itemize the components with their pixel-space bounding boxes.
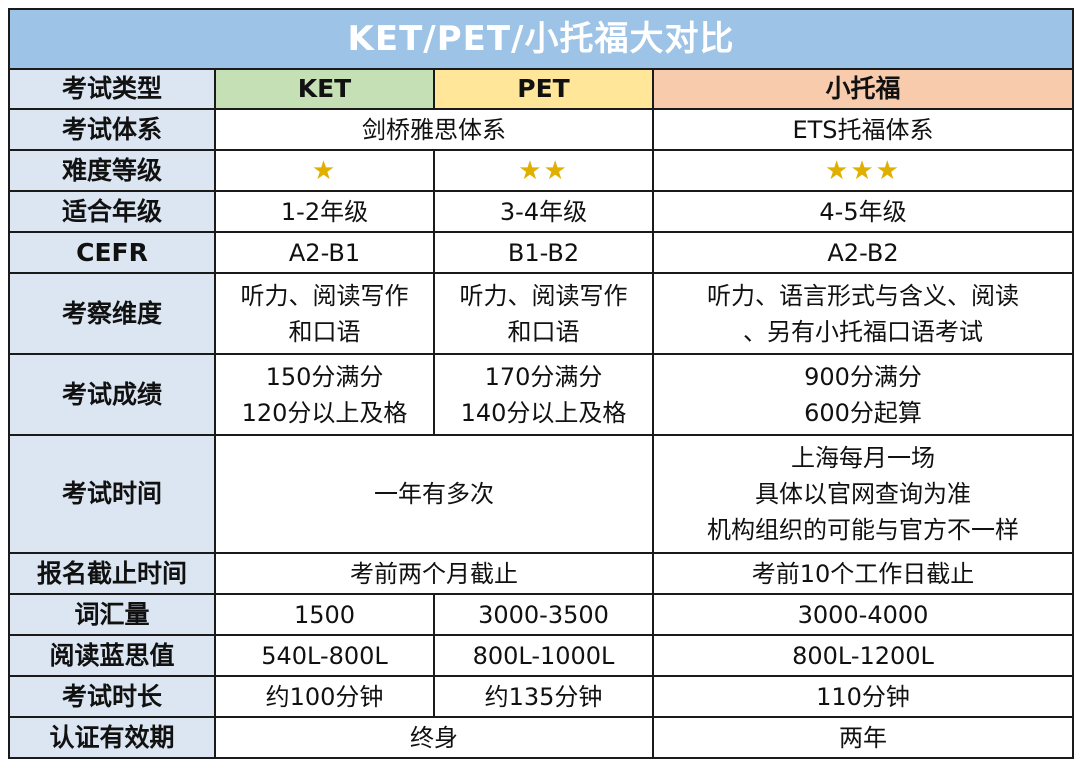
row-label: 报名截止时间 [8,552,216,595]
cell-line: 900分满分 [804,362,922,391]
cell-toefl: ETS托福体系 [652,108,1074,151]
cell-line: 150分满分 [265,362,384,391]
cell-ket-pet: 考前两个月截止 [214,552,654,595]
row-duration: 考试时长 约100分钟 约135分钟 110分钟 [8,675,1074,718]
row-vocab: 词汇量 1500 3000-3500 3000-4000 [8,593,1074,636]
cell-pet: 800L-1000L [433,634,654,677]
cell-ket: 听力、阅读写作 和口语 [214,272,435,355]
cell-line: 120分以上及格 [241,398,408,427]
row-label: 考察维度 [8,272,216,355]
row-validity: 认证有效期 终身 两年 [8,716,1074,759]
star-rating-ket: ★ [214,149,435,192]
cell-toefl: 110分钟 [652,675,1074,718]
row-score: 考试成绩 150分满分 120分以上及格 170分满分 140分以上及格 900… [8,353,1074,436]
row-deadline: 报名截止时间 考前两个月截止 考前10个工作日截止 [8,552,1074,595]
row-cefr: CEFR A2-B1 B1-B2 A2-B2 [8,231,1074,274]
header-toefl: 小托福 [652,68,1074,110]
cell-pet: 170分满分 140分以上及格 [433,353,654,436]
table-title: KET/PET/小托福大对比 [8,8,1074,70]
header-row: 考试类型 KET PET 小托福 [8,68,1074,110]
row-label: 考试时间 [8,434,216,554]
cell-ket: 150分满分 120分以上及格 [214,353,435,436]
row-dimensions: 考察维度 听力、阅读写作 和口语 听力、阅读写作 和口语 听力、语言形式与含义、… [8,272,1074,355]
row-label: CEFR [8,231,216,274]
cell-line: 600分起算 [804,398,922,427]
cell-line: 和口语 [507,317,580,346]
cell-ket: 1-2年级 [214,190,435,233]
cell-ket-pet: 一年有多次 [214,434,654,554]
cell-ket: 540L-800L [214,634,435,677]
cell-toefl: 两年 [652,716,1074,759]
header-label: 考试类型 [8,68,216,110]
star-rating-toefl: ★★★ [652,149,1074,192]
cell-line: 具体以官网查询为准 [755,480,971,508]
cell-line: 、另有小托福口语考试 [743,317,983,346]
cell-ket: 1500 [214,593,435,636]
star-rating-pet: ★★ [433,149,654,192]
cell-toefl: 考前10个工作日截止 [652,552,1074,595]
cell-pet: 3-4年级 [433,190,654,233]
cell-pet: B1-B2 [433,231,654,274]
row-label: 认证有效期 [8,716,216,759]
cell-line: 听力、阅读写作 [240,281,409,310]
cell-line: 听力、语言形式与含义、阅读 [707,281,1019,310]
cell-toefl: 900分满分 600分起算 [652,353,1074,436]
cell-toefl: 800L-1200L [652,634,1074,677]
row-label: 难度等级 [8,149,216,192]
row-system: 考试体系 剑桥雅思体系 ETS托福体系 [8,108,1074,151]
row-grade: 适合年级 1-2年级 3-4年级 4-5年级 [8,190,1074,233]
cell-ket-pet: 剑桥雅思体系 [214,108,654,151]
cell-pet: 听力、阅读写作 和口语 [433,272,654,355]
header-ket: KET [214,68,435,110]
header-pet: PET [433,68,654,110]
cell-pet: 3000-3500 [433,593,654,636]
row-label: 考试体系 [8,108,216,151]
cell-line: 听力、阅读写作 [459,281,628,310]
cell-ket-pet: 终身 [214,716,654,759]
cell-line: 机构组织的可能与官方不一样 [707,516,1019,544]
row-label: 适合年级 [8,190,216,233]
cell-line: 140分以上及格 [460,398,627,427]
cell-pet: 约135分钟 [433,675,654,718]
cell-toefl: A2-B2 [652,231,1074,274]
cell-toefl: 3000-4000 [652,593,1074,636]
comparison-table-wrapper: KET/PET/小托福大对比 考试类型 KET PET 小托福 考试体系 剑桥雅… [8,8,1074,760]
cell-ket: 约100分钟 [214,675,435,718]
cell-toefl: 上海每月一场 具体以官网查询为准 机构组织的可能与官方不一样 [652,434,1074,554]
cell-ket: A2-B1 [214,231,435,274]
cell-line: 和口语 [288,317,361,346]
row-difficulty: 难度等级 ★ ★★ ★★★ [8,149,1074,192]
row-time: 考试时间 一年有多次 上海每月一场 具体以官网查询为准 机构组织的可能与官方不一… [8,434,1074,554]
comparison-table: KET/PET/小托福大对比 考试类型 KET PET 小托福 考试体系 剑桥雅… [8,8,1074,759]
row-label: 考试成绩 [8,353,216,436]
cell-line: 上海每月一场 [791,444,935,472]
cell-line: 170分满分 [484,362,603,391]
row-label: 词汇量 [8,593,216,636]
row-label: 考试时长 [8,675,216,718]
cell-toefl: 4-5年级 [652,190,1074,233]
row-label: 阅读蓝思值 [8,634,216,677]
row-lexile: 阅读蓝思值 540L-800L 800L-1000L 800L-1200L [8,634,1074,677]
cell-toefl: 听力、语言形式与含义、阅读 、另有小托福口语考试 [652,272,1074,355]
